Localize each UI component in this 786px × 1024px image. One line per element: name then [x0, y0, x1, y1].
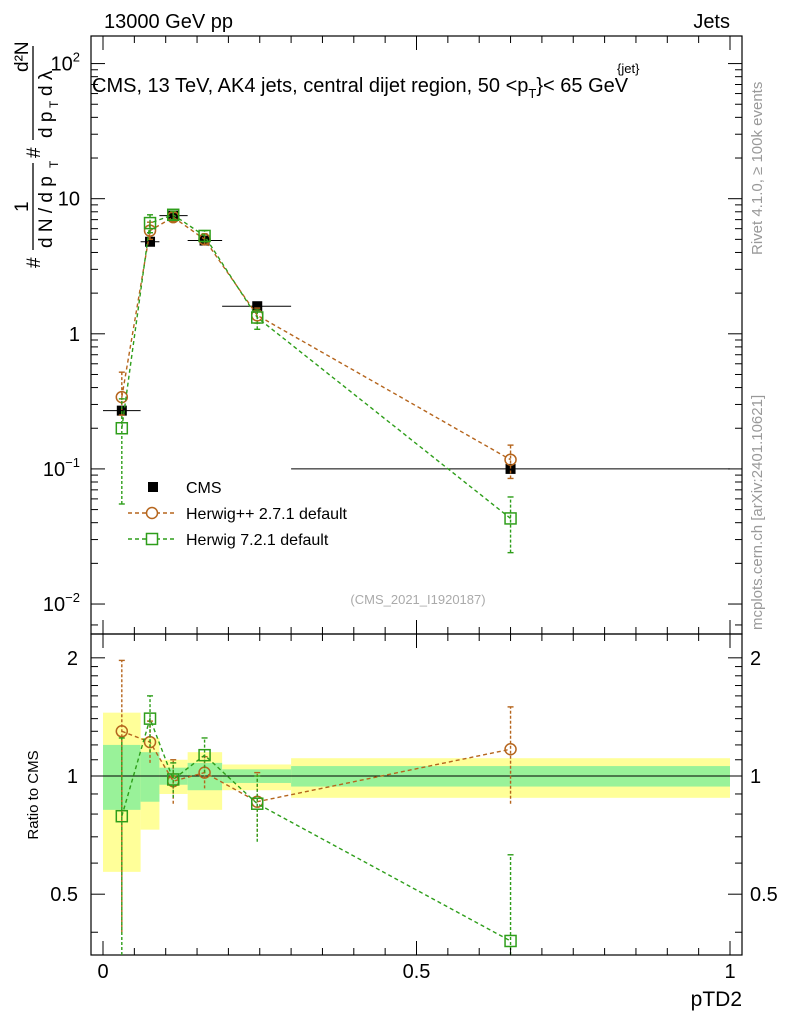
- y-tick-label-main-4: 102: [51, 50, 80, 76]
- y-tick-label-base-1: 10: [43, 459, 65, 481]
- y-label-hash-2: #: [24, 147, 45, 158]
- y-tick-label-base-4: 10: [51, 54, 73, 76]
- analysis-id: (CMS_2021_I1920187): [350, 592, 485, 607]
- series-1-point-5: [504, 453, 517, 466]
- y-tick-label-exp-0: −2: [65, 590, 80, 605]
- plot-text: 13000 GeV pp Jets CMS, 13 TeV, AK4 jets,…: [12, 11, 766, 1011]
- series-2-point-1: [143, 216, 157, 230]
- x-tick-label-2: 1: [724, 961, 735, 983]
- chart-title-sub: T: [528, 86, 536, 101]
- chart-title-main: CMS, 13 TeV, AK4 jets, central dijet reg…: [92, 75, 528, 97]
- y-label-d2n: d²N: [12, 41, 33, 72]
- series-2-main-line: [121, 214, 511, 519]
- series-2-ratio-point-3: [198, 748, 211, 762]
- series-2-ratio-point-1: [143, 712, 157, 725]
- cms-point-4: [252, 301, 263, 312]
- y-tick-label-ratio-right-0: 0.5: [750, 884, 778, 906]
- y-tick-label-main-3: 10: [58, 189, 80, 211]
- y-label-dn-dpt: d N / d p: [36, 176, 57, 248]
- y-label-t-1: T: [47, 160, 61, 168]
- header-right: Jets: [693, 11, 730, 33]
- y-tick-label-exp-1: −1: [65, 455, 80, 470]
- series-1-ratio-point-5: [504, 742, 517, 756]
- cms-point-0: [116, 405, 127, 416]
- side-label-bottom: mcplots.cern.ch [arXiv:2401.10621]: [749, 395, 766, 630]
- y-tick-label-base-0: 10: [43, 594, 65, 616]
- x-tick-label-0: 0: [97, 961, 108, 983]
- chart-title-super: {jet}: [617, 61, 640, 76]
- series-2-ratio-point-0: [115, 809, 129, 823]
- header-left: 13000 GeV pp: [104, 11, 233, 33]
- y-tick-label-ratio-right-2: 2: [750, 648, 761, 670]
- series-2-point-0: [115, 421, 129, 435]
- y-label-dpt-dlambda: d p: [36, 112, 57, 138]
- series-2-point-5: [504, 512, 517, 525]
- legend-label-0: CMS: [186, 480, 222, 497]
- y-axis-label-main: # 1 d N / d p T # d²N d p T d λ: [12, 41, 61, 268]
- y-tick-label-exp-4: 2: [73, 50, 80, 65]
- y-label-one: 1: [12, 201, 33, 212]
- legend-marker-cms: [148, 482, 158, 492]
- legend-label-2: Herwig 7.2.1 default: [186, 532, 329, 549]
- series-2-ratio-point-5: [504, 934, 517, 948]
- legend-label-1: Herwig++ 2.7.1 default: [186, 506, 348, 523]
- series-2-ratio-line: [121, 716, 511, 942]
- data-series: [103, 208, 730, 955]
- y-tick-label-ratio-left-1: 1: [67, 766, 78, 788]
- series-2-ratio-point-4: [250, 797, 264, 810]
- series-1-main-line: [121, 216, 511, 461]
- y-tick-label-ratio-left-0: 0.5: [50, 884, 78, 906]
- ratio-uncertainty-bands: [103, 712, 730, 872]
- chart-title: CMS, 13 TeV, AK4 jets, central dijet reg…: [92, 75, 629, 101]
- y-axis-label-ratio: Ratio to CMS: [25, 750, 42, 839]
- y-tick-label-main-2: 1: [69, 324, 80, 346]
- cms-point-5: [505, 463, 516, 474]
- y-tick-label-ratio-right-1: 1: [750, 766, 761, 788]
- legend-marker-herwigpp: [145, 506, 159, 520]
- x-tick-label-1: 0.5: [403, 961, 431, 983]
- y-tick-label-main-1: 10−1: [43, 455, 80, 481]
- side-label-top: Rivet 4.1.0, ≥ 100k events: [749, 82, 766, 255]
- series-2-ratio-point-2: [166, 773, 180, 786]
- legend: CMS Herwig++ 2.7.1 default Herwig 7.2.1 de…: [128, 480, 348, 549]
- legend-marker-herwig7: [145, 532, 159, 546]
- series-1-ratio-line: [121, 730, 511, 803]
- y-label-dlambda: d λ: [36, 70, 57, 96]
- ratio-band-inner-1: [140, 752, 160, 802]
- series-2-point-2: [166, 208, 180, 222]
- series-2-point-4: [250, 311, 264, 324]
- x-axis-label: pTD2: [691, 988, 742, 1011]
- series-1-ratio-point-0: [115, 725, 129, 738]
- y-label-hash-1: #: [24, 257, 45, 268]
- y-tick-label-main-0: 10−2: [43, 590, 80, 616]
- y-tick-label-ratio-left-2: 2: [67, 648, 78, 670]
- series-2-point-3: [198, 229, 211, 243]
- chart-title-tail: }< 65 GeV: [536, 75, 628, 97]
- cms-point-1: [145, 236, 156, 247]
- y-label-t-2: T: [47, 100, 61, 108]
